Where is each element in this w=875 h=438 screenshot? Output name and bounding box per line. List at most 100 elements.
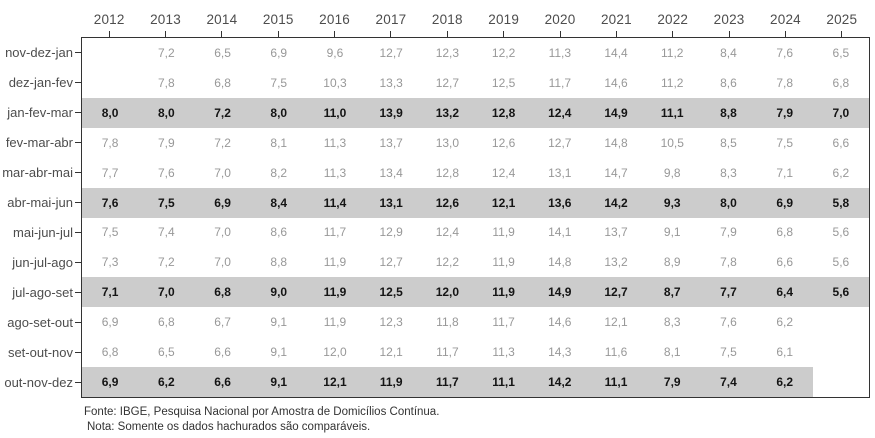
value-cell: 9,1 — [250, 367, 307, 398]
table-row: 7,1 7,0 6,8 9,0 11,9 12,5 12,0 11,9 14,9 12,7 8,7 7… — [82, 277, 869, 308]
value-cell: 12,8 — [475, 97, 532, 128]
value-cell: 13,9 — [363, 97, 420, 128]
year-label: 2025 — [826, 12, 858, 27]
value-cell: 14,2 — [531, 367, 588, 398]
value-cell: 11,7 — [548, 75, 572, 90]
value-cell: 13,7 — [604, 225, 628, 240]
value-cell: 12,1 — [604, 315, 628, 330]
year-label: 2017 — [375, 12, 407, 27]
row-tick — [75, 141, 81, 143]
value-cell: 11,3 — [548, 45, 572, 60]
value-cell: 5,6 — [832, 255, 850, 270]
value-cell: 12,7 — [435, 75, 460, 90]
value-cell: 8,8 — [700, 97, 757, 128]
year-axis: 2012 2013 2014 2015 2016 2017 2018 2019 2020 2021… — [81, 12, 870, 29]
value-cell: 6,5 — [832, 45, 850, 60]
row-label: fev-mar-abr — [5, 134, 73, 150]
value-cell: 13,4 — [379, 165, 403, 180]
row-tick — [75, 292, 81, 294]
value-cell: 11,0 — [306, 97, 364, 128]
column-tick — [221, 31, 223, 37]
value-cell: 7,9 — [720, 225, 737, 240]
value-cell: 12,0 — [419, 277, 476, 308]
value-cell: 7,8 — [720, 255, 737, 270]
value-cell: 8,2 — [270, 165, 288, 180]
value-cell: 7,1 — [776, 165, 794, 180]
value-cell: 11,9 — [492, 255, 515, 270]
value-cell: 8,4 — [250, 187, 307, 218]
value-cell: 12,7 — [548, 135, 572, 150]
value-cell: 6,4 — [756, 277, 813, 308]
value-cell: 7,1 — [82, 277, 139, 308]
value-cell: 7,0 — [812, 97, 869, 128]
value-cell: 11,3 — [323, 135, 347, 150]
column-tick — [446, 31, 448, 37]
value-cell: 14,1 — [548, 225, 572, 240]
year-label: 2019 — [488, 12, 520, 27]
row-tick — [75, 51, 81, 53]
value-cell: 7,4 — [157, 225, 175, 240]
value-cell: 12,2 — [491, 45, 516, 60]
table-row: 7,8 6,8 7,5 10,3 13,3 12,7 12,5 11,7 14,6 11,2 8,6… — [82, 68, 869, 98]
year-label: 2012 — [93, 12, 125, 27]
column-tick — [784, 31, 786, 37]
value-cell: 6,1 — [776, 345, 794, 360]
year-axis-ticks — [81, 31, 870, 37]
value-cell: 8,4 — [720, 45, 737, 60]
value-cell: 11,1 — [475, 367, 532, 398]
value-cell: 11,9 — [323, 255, 347, 270]
value-cell: 9,1 — [270, 315, 288, 330]
row-axis-ticks — [75, 37, 81, 398]
value-cell: 7,2 — [194, 97, 251, 128]
value-cell: 11,1 — [644, 97, 701, 128]
value-cell: 11,3 — [323, 165, 347, 180]
value-cell: 7,6 — [776, 45, 794, 60]
value-cell: 11,9 — [492, 225, 515, 240]
value-cell: 6,8 — [101, 345, 119, 360]
year-label: 2023 — [713, 12, 745, 27]
value-cell: 8,6 — [270, 225, 288, 240]
row-label: out-nov-dez — [4, 375, 73, 391]
value-cell: 6,9 — [101, 315, 119, 330]
value-cell: 5,8 — [812, 187, 869, 218]
column-tick — [390, 31, 392, 37]
value-cell: 7,2 — [157, 45, 175, 60]
value-cell: 6,8 — [157, 315, 175, 330]
value-cell: 14,2 — [587, 187, 645, 218]
quarter-row-labels: nov-dez-jan dez-jan-fev jan-fev-mar fev-mar… — [0, 37, 73, 398]
year-label: 2024 — [770, 12, 801, 27]
row-label: nov-dez-jan — [5, 44, 73, 60]
value-cell: 11,7 — [492, 315, 515, 330]
value-cell: 12,7 — [379, 45, 403, 60]
value-cell: 6,5 — [214, 45, 231, 60]
value-cell: 7,8 — [157, 75, 175, 90]
value-cell: 12,1 — [306, 367, 364, 398]
value-cell: 6,9 — [756, 187, 813, 218]
value-cell: 12,9 — [379, 225, 403, 240]
value-cell: 11,4 — [306, 187, 364, 218]
value-cell: 6,2 — [138, 367, 195, 398]
value-cell: 6,8 — [214, 75, 231, 90]
value-cell: 13,2 — [604, 255, 628, 270]
value-cell: 12,4 — [435, 225, 460, 240]
year-label: 2018 — [431, 12, 463, 27]
value-cell: 8,5 — [720, 135, 737, 150]
column-tick — [503, 31, 505, 37]
value-cell: 13,1 — [548, 165, 572, 180]
value-cell: 11,2 — [661, 75, 684, 90]
value-cell: 8,9 — [663, 255, 681, 270]
value-cell: 7,3 — [101, 255, 119, 270]
year-label: 2020 — [544, 12, 576, 27]
comparability-note: Nota: Somente os dados hachurados são co… — [87, 421, 371, 434]
value-cell: 14,8 — [548, 255, 572, 270]
value-cell: 12,8 — [435, 165, 460, 180]
value-cell: 11,7 — [323, 225, 347, 240]
value-cell: 8,0 — [138, 97, 195, 128]
value-cell: 8,0 — [250, 97, 307, 128]
value-cell: 7,5 — [138, 187, 195, 218]
value-cell: 5,6 — [812, 277, 869, 308]
value-cell: 9,3 — [644, 187, 701, 218]
value-cell: 8,0 — [82, 97, 139, 128]
value-cell: 11,1 — [587, 367, 645, 398]
row-label: abr-mai-jun — [7, 194, 73, 210]
